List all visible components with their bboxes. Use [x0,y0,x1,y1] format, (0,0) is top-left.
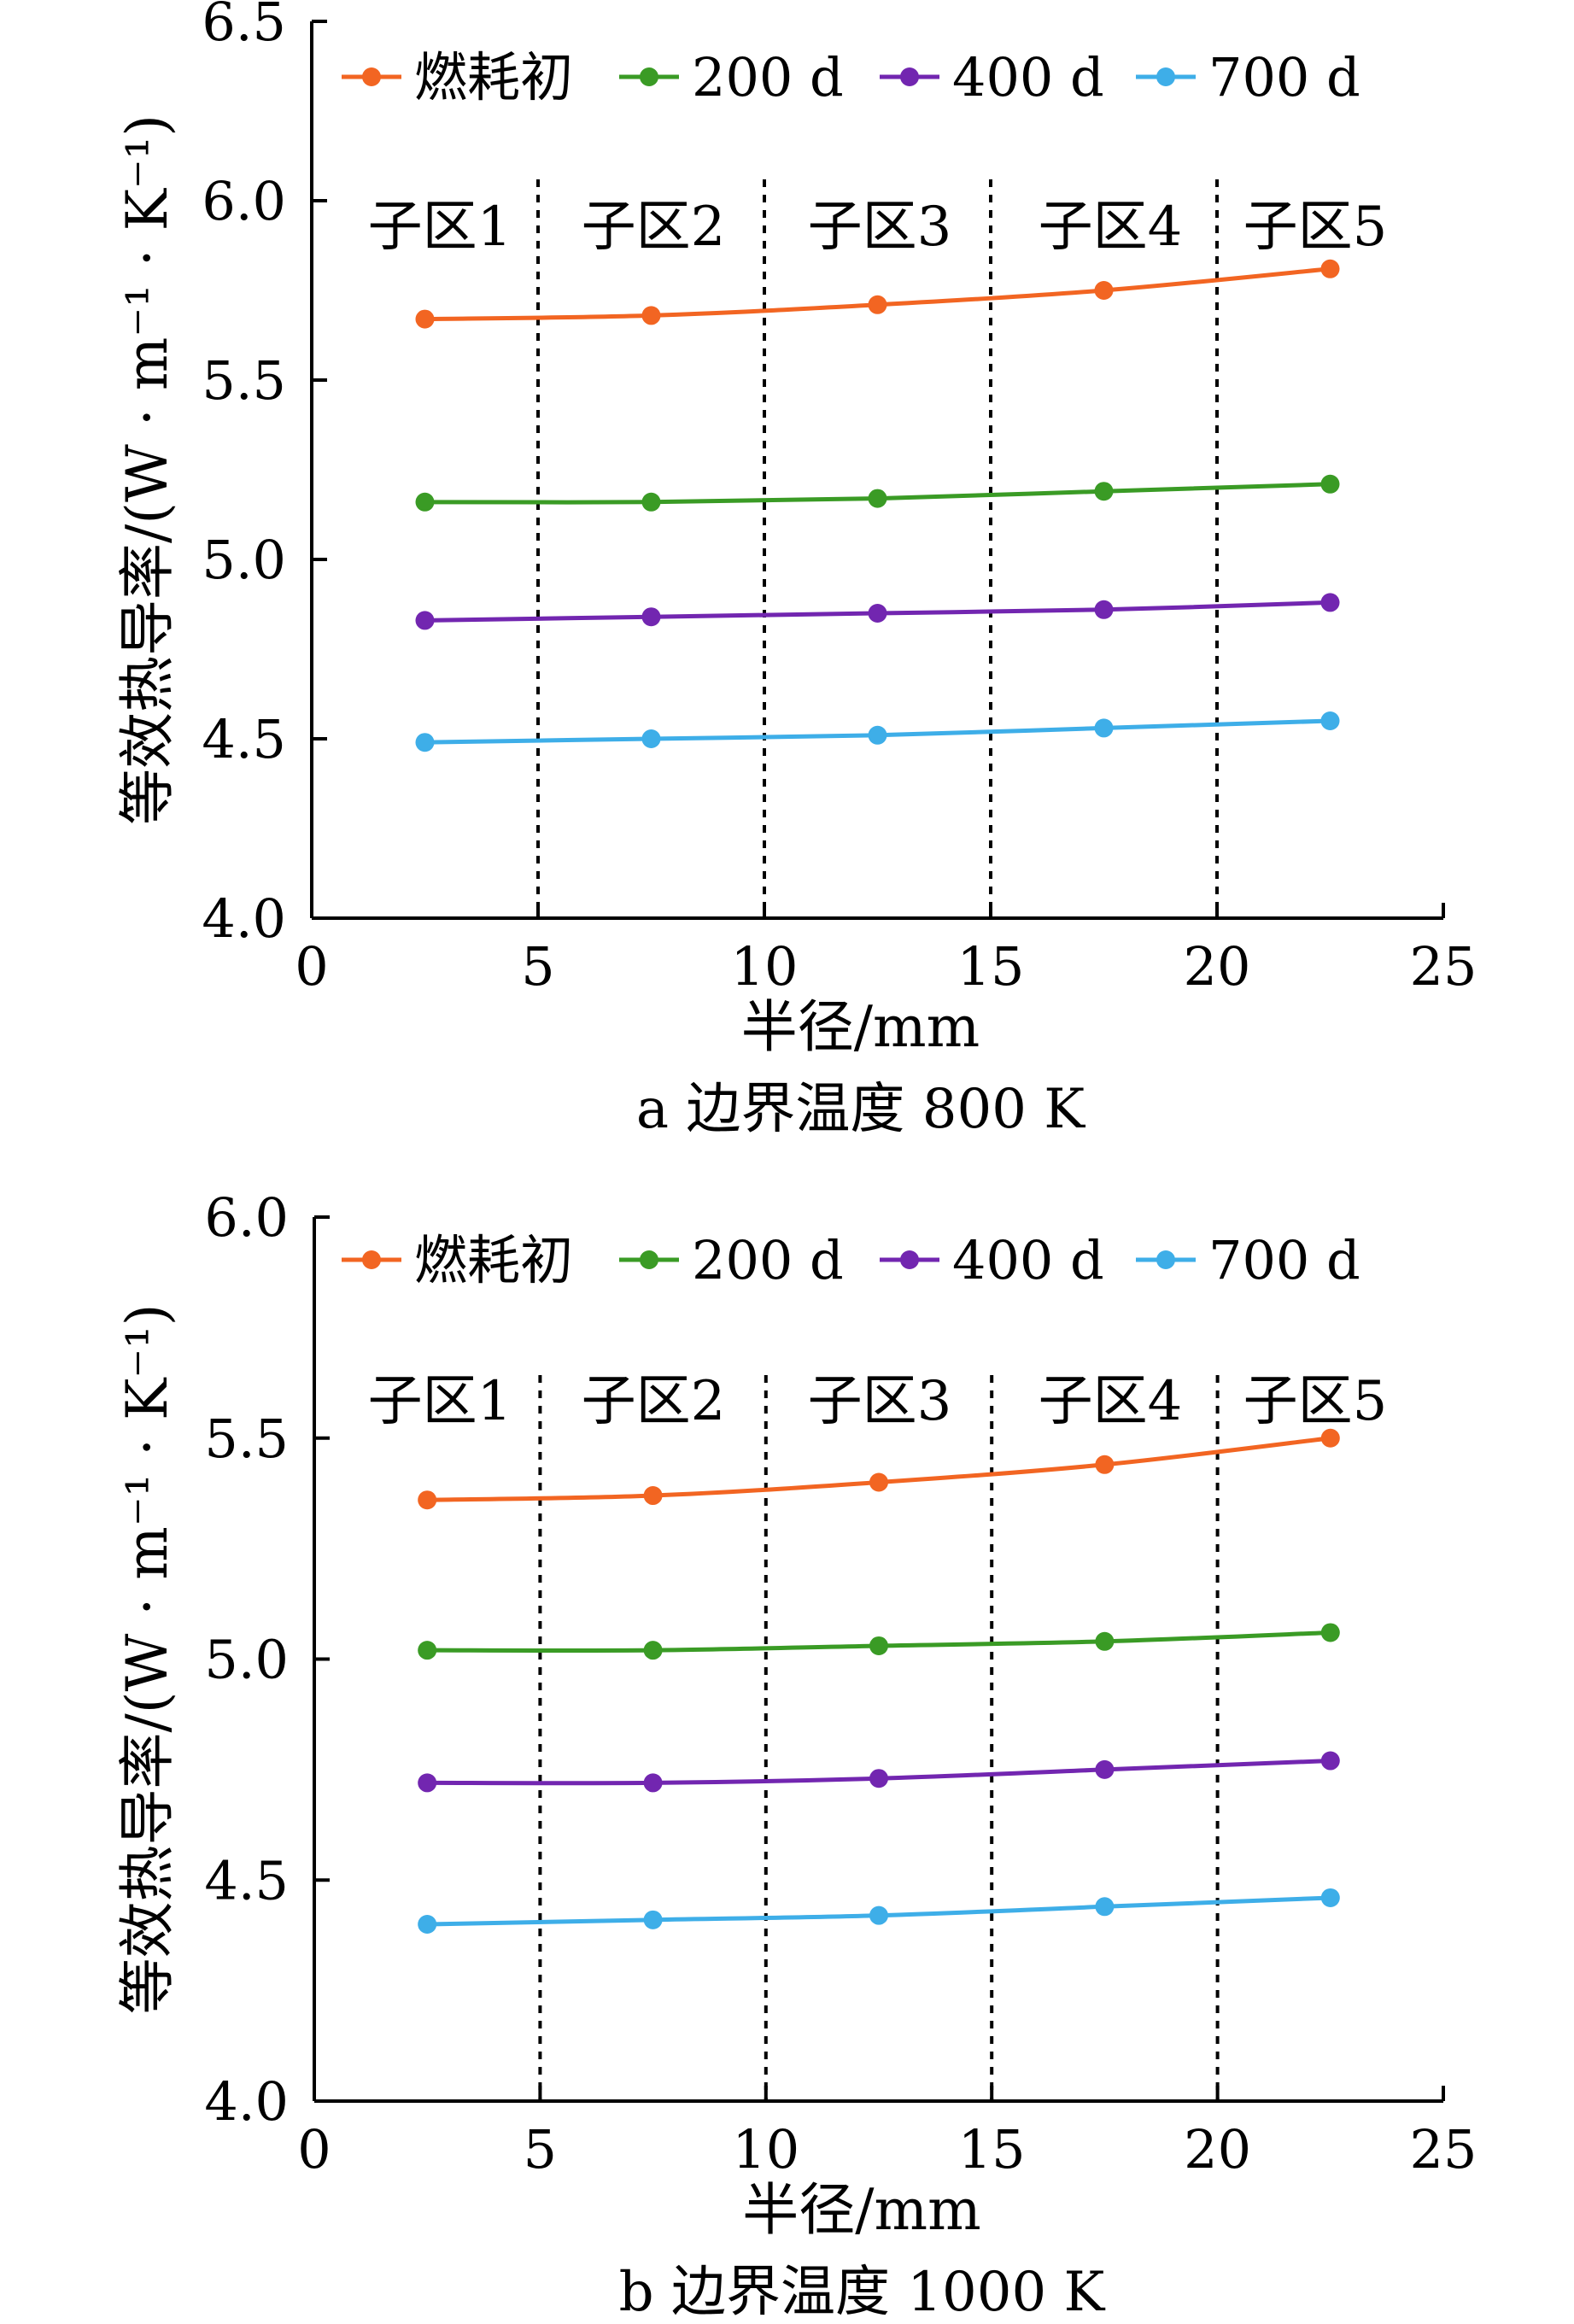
x-tick-label: 25 [1410,2118,1477,2181]
x-tick-label: 10 [731,935,799,998]
series-point [1095,1759,1115,1779]
series-point [1094,281,1114,300]
series-point [641,607,661,627]
x-tick-label: 10 [732,2118,799,2181]
x-axis-title: 半径/mm [741,994,980,1060]
x-tick-label: 15 [957,935,1025,998]
y-tick-label: 5.5 [202,349,286,412]
zone-label: 子区5 [1243,196,1388,259]
series-point [1320,711,1340,730]
series-point [415,611,435,630]
series-point [641,306,661,325]
legend-label: 700 d [1208,1229,1360,1291]
legend-label: 200 d [692,1229,844,1291]
series-point [643,1641,663,1660]
legend-marker [362,67,381,86]
x-tick-label: 15 [958,2118,1026,2181]
y-tick-label: 4.5 [204,1849,289,1911]
x-tick-label: 5 [521,935,554,998]
legend-label: 燃耗初 [414,46,573,108]
legend-label: 700 d [1208,46,1360,108]
series-point [1094,600,1114,619]
series-point [868,295,887,314]
series-point [643,1910,663,1929]
x-tick-label: 5 [524,2118,557,2181]
series-point [1320,259,1340,278]
y-axis-title: 等效热导率/(W · m⁻¹ · K⁻¹) [114,1304,180,2015]
legend-marker [640,1250,658,1269]
series-point [415,309,435,329]
series-point [869,1905,888,1925]
y-tick-label: 5.0 [202,529,286,591]
y-tick-label: 5.5 [204,1408,289,1470]
series-point [1320,1428,1340,1448]
y-tick-label: 6.0 [202,170,286,232]
series-point [643,1773,663,1793]
chart-panel-a: 0 5 10 15 20 25 4.0 4.5 5.0 5.5 6.0 6.5 子区1 子区2 子区3 子区4… [114,0,1477,1141]
chart-panel-b: 0 5 10 15 20 25 4.0 4.5 5.0 5.5 6.0 子区1 子区2 子区3 子区4 子区5… [114,1186,1477,2324]
y-axis-title: 等效热导率/(W · m⁻¹ · K⁻¹) [114,114,180,825]
y-tick-label: 4.0 [204,2070,289,2133]
series-point [1320,1751,1340,1771]
series-point [1095,1631,1115,1651]
series-point [1094,482,1114,501]
panel-caption: a 边界温度 800 K [636,1078,1085,1141]
legend-marker [1156,1250,1175,1269]
series-point [869,1472,888,1492]
zone-label: 子区3 [808,1370,952,1433]
zone-label: 子区1 [368,196,512,259]
zone-label: 子区1 [368,1370,512,1433]
zone-label: 子区3 [808,196,952,259]
y-tick-label: 4.5 [202,708,286,770]
series-point [1320,1623,1340,1642]
x-axis-title: 半径/mm [742,2177,980,2243]
series-point [868,489,887,508]
zone-label: 子区2 [582,196,726,259]
x-tick-label: 20 [1184,2118,1251,2181]
panel-caption: b 边界温度 1000 K [619,2261,1106,2324]
series-point [1320,1888,1340,1907]
series-point [868,725,887,745]
series-point [869,1769,888,1788]
series-point [869,1636,888,1655]
series-point [418,1641,437,1660]
y-tick-label: 4.0 [202,887,286,950]
series-point [415,733,435,752]
zone-label: 子区4 [1039,1370,1183,1433]
legend-marker [640,67,658,86]
x-tick-label: 20 [1184,935,1251,998]
legend-marker [1156,67,1175,86]
zone-label: 子区4 [1039,196,1183,259]
x-tick-label: 0 [297,2118,331,2181]
zone-label: 子区5 [1243,1370,1388,1433]
legend-label: 燃耗初 [414,1229,573,1291]
x-tick-label: 25 [1410,935,1477,998]
y-tick-label: 6.0 [204,1186,289,1249]
series-point [1095,1455,1115,1474]
legend-label: 400 d [952,1229,1104,1291]
legend-label: 200 d [692,46,844,108]
series-point [1320,474,1340,494]
series-point [415,492,435,512]
series-point [418,1915,437,1934]
series-point [1094,718,1114,738]
series-point [641,492,661,512]
series-point [1095,1897,1115,1917]
series-point [641,729,661,748]
legend-marker [362,1250,381,1269]
series-point [868,604,887,623]
x-tick-label: 0 [295,935,328,998]
legend-label: 400 d [952,46,1104,108]
series-point [643,1486,663,1506]
zone-label: 子区2 [582,1370,726,1433]
y-tick-label: 5.0 [204,1629,289,1691]
y-tick-label: 6.5 [202,0,286,53]
legend-marker [900,67,919,86]
series-point [418,1490,437,1510]
series-point [418,1773,437,1793]
legend-marker [900,1250,919,1269]
series-point [1320,593,1340,612]
